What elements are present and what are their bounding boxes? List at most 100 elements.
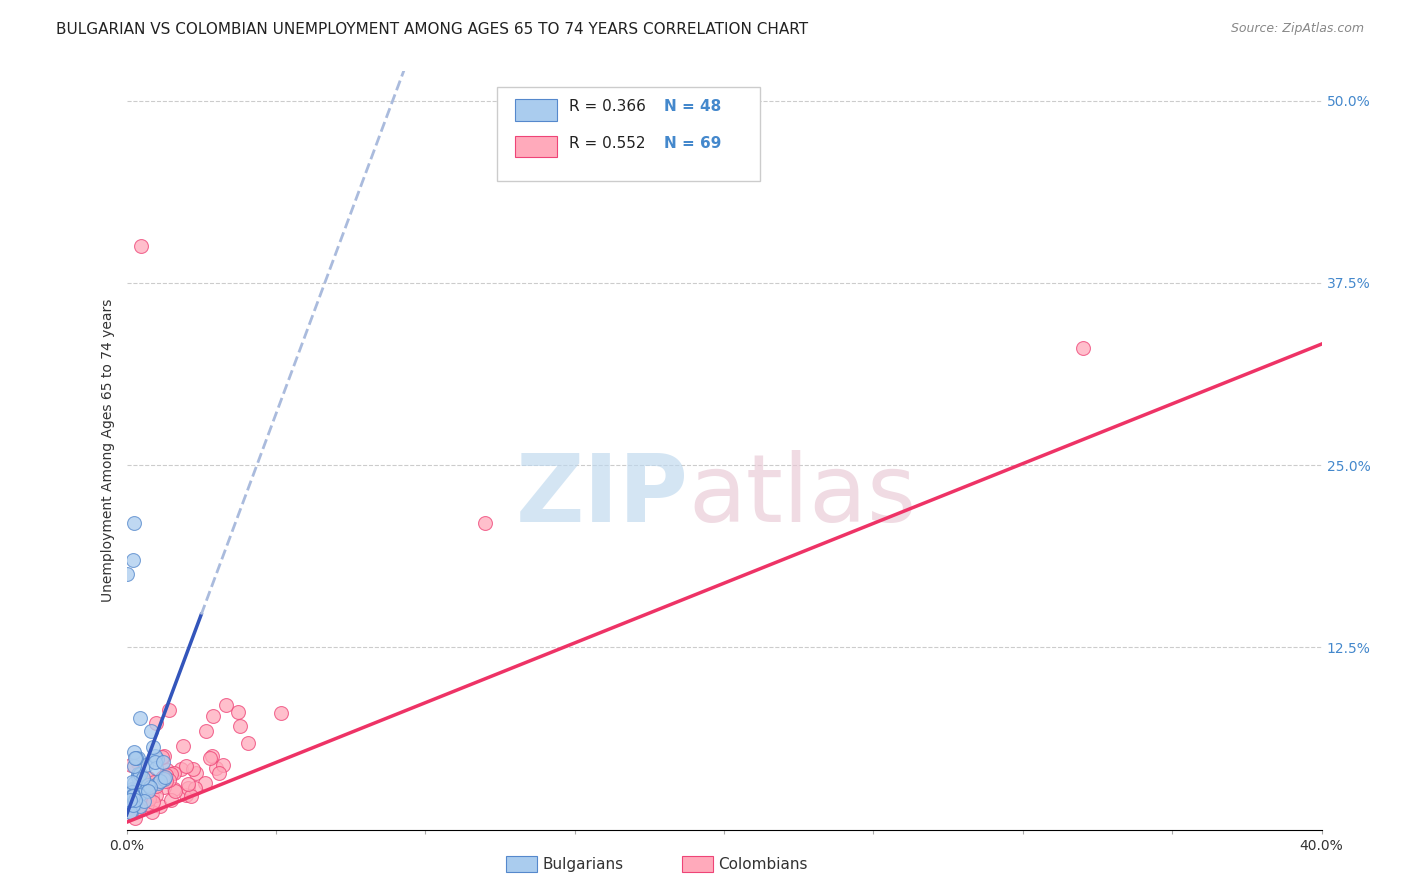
Point [115, 567, 138, 582]
Point [155, 774, 177, 789]
Point [145, 716, 167, 731]
Point [474, 516, 496, 531]
Point [136, 771, 159, 785]
Point [129, 783, 152, 797]
Text: atlas: atlas [688, 450, 917, 542]
Point [128, 767, 150, 781]
Point [129, 711, 152, 725]
Point [160, 792, 183, 806]
Point [122, 788, 145, 802]
Point [132, 776, 155, 790]
Point [184, 766, 207, 780]
Point [138, 783, 160, 797]
Point [152, 770, 174, 784]
Point [215, 698, 238, 712]
Point [132, 771, 155, 785]
Point [228, 718, 250, 732]
Point [121, 553, 143, 567]
Point [141, 724, 163, 739]
Point [145, 779, 167, 793]
Point [155, 768, 177, 782]
Text: N = 48: N = 48 [664, 100, 721, 114]
Point [134, 794, 156, 808]
Point [174, 789, 197, 803]
Point [226, 706, 249, 720]
Point [143, 775, 166, 789]
Point [128, 780, 150, 794]
Point [124, 793, 146, 807]
FancyBboxPatch shape [515, 99, 557, 120]
Point [142, 740, 165, 755]
Point [120, 805, 142, 819]
FancyBboxPatch shape [515, 136, 557, 157]
Point [201, 748, 224, 763]
FancyBboxPatch shape [498, 87, 759, 181]
Point [120, 805, 142, 819]
Point [149, 773, 172, 788]
Point [211, 758, 233, 772]
Point [150, 771, 173, 785]
Point [184, 781, 207, 796]
Point [118, 795, 141, 809]
Point [198, 751, 221, 765]
Point [201, 708, 224, 723]
Point [146, 776, 169, 790]
Point [160, 766, 183, 780]
Point [131, 797, 153, 812]
Point [145, 788, 167, 802]
Point [138, 791, 160, 805]
Text: Bulgarians: Bulgarians [543, 857, 624, 871]
Point [131, 778, 153, 792]
Point [129, 783, 152, 797]
Point [141, 805, 163, 820]
Text: Source: ZipAtlas.com: Source: ZipAtlas.com [1230, 22, 1364, 36]
Point [163, 783, 186, 797]
Point [136, 797, 159, 811]
Point [132, 785, 155, 799]
Point [153, 770, 176, 784]
Point [149, 798, 172, 813]
Point [122, 776, 145, 790]
Point [127, 779, 149, 793]
Point [153, 749, 176, 764]
Point [163, 766, 186, 780]
Point [135, 786, 157, 800]
Point [1071, 342, 1094, 356]
Point [143, 755, 166, 769]
Point [121, 784, 143, 798]
Point [127, 751, 149, 765]
Point [180, 789, 202, 804]
Point [128, 789, 150, 803]
Point [122, 516, 145, 531]
Text: N = 69: N = 69 [664, 136, 721, 151]
Point [153, 780, 176, 795]
Point [127, 790, 149, 805]
Point [124, 797, 146, 812]
Point [131, 239, 153, 253]
Point [270, 706, 292, 721]
Point [127, 770, 149, 784]
Point [136, 772, 159, 786]
Point [135, 758, 157, 772]
Text: R = 0.366: R = 0.366 [568, 100, 645, 114]
Point [172, 739, 194, 753]
Point [127, 756, 149, 771]
Point [124, 751, 146, 765]
Point [118, 793, 141, 807]
Point [194, 775, 217, 789]
Point [207, 766, 229, 780]
Point [177, 777, 200, 791]
Point [157, 703, 180, 717]
Point [129, 798, 152, 813]
Point [238, 736, 260, 750]
Text: ZIP: ZIP [516, 450, 688, 542]
Point [146, 752, 169, 766]
Point [194, 723, 217, 738]
Point [129, 787, 152, 801]
Point [177, 780, 200, 795]
Text: R = 0.552: R = 0.552 [568, 136, 645, 151]
Text: Colombians: Colombians [718, 857, 808, 871]
Point [204, 761, 226, 775]
Point [129, 772, 152, 787]
Y-axis label: Unemployment Among Ages 65 to 74 years: Unemployment Among Ages 65 to 74 years [101, 299, 115, 602]
